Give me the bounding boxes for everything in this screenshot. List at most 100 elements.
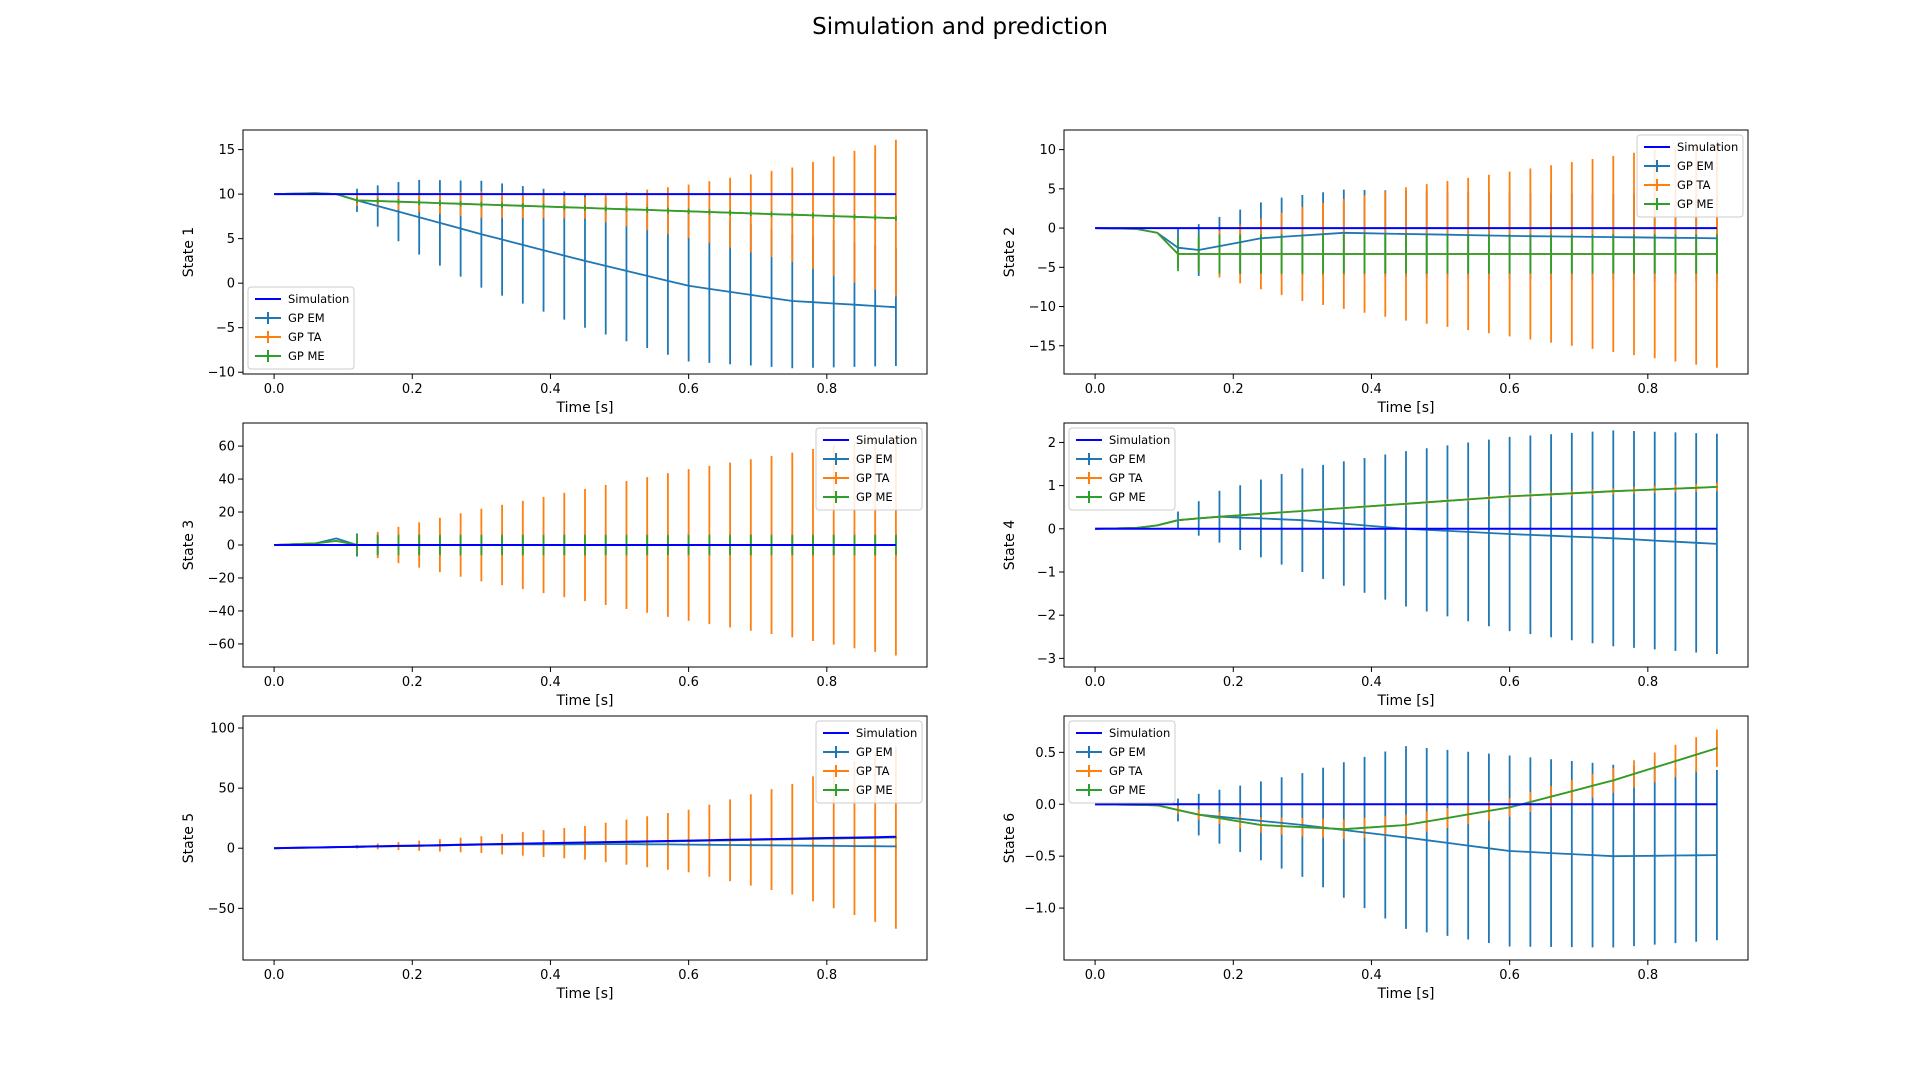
legend-label: GP ME <box>1677 197 1714 211</box>
legend-label: Simulation <box>1677 140 1738 154</box>
series-line-gp-em <box>274 192 896 309</box>
y-tick-label: 10 <box>1039 143 1056 158</box>
y-tick-label: 1 <box>1048 479 1056 494</box>
x-tick-label: 0.0 <box>1085 675 1106 690</box>
x-axis-label: Time [s] <box>556 400 614 416</box>
legend: Simulation GP EM GP TA GP ME <box>815 720 923 804</box>
legend: Simulation GP EM GP TA GP ME <box>247 286 355 370</box>
legend: Simulation GP EM GP TA GP ME <box>815 427 923 511</box>
legend-box <box>815 427 923 511</box>
x-tick-label: 0.2 <box>402 675 423 690</box>
x-tick-label: 0.4 <box>1361 675 1382 690</box>
legend-label: Simulation <box>856 726 917 740</box>
subplot-state-4: 0.0 0.2 0.4 0.6 0.8 −3 −2 −1 0 1 2 Time [s] State 4 S… <box>1002 422 1749 709</box>
y-tick-label: 5 <box>227 232 235 247</box>
legend-label: GP TA <box>288 330 322 344</box>
y-tick-label: 0 <box>227 277 235 292</box>
x-axis-label: Time [s] <box>1377 986 1435 1002</box>
y-axis-label: State 3 <box>181 520 197 570</box>
y-tick-label: 0 <box>1048 222 1056 237</box>
legend-label: Simulation <box>288 292 349 306</box>
y-tick-label: 2 <box>1048 436 1056 451</box>
x-tick-label: 0.6 <box>1499 382 1520 397</box>
plot-area <box>1095 140 1718 368</box>
y-tick-label: −20 <box>208 571 235 586</box>
series-line-gp-me <box>274 192 896 220</box>
x-tick-label: 0.4 <box>1361 968 1382 983</box>
y-tick-label: −5 <box>216 321 235 336</box>
subplot-state-3: 0.0 0.2 0.4 0.6 0.8 −60 −40 −20 0 20 40 60 Time [s] S… <box>181 422 928 709</box>
legend-label: GP EM <box>1109 452 1146 466</box>
y-tick-label: 10 <box>218 188 235 203</box>
y-tick-label: −2 <box>1037 609 1056 624</box>
y-tick-label: 0.0 <box>1035 798 1056 813</box>
legend-label: GP ME <box>288 349 325 363</box>
plot-area <box>274 139 897 369</box>
x-tick-label: 0.8 <box>816 968 837 983</box>
x-tick-label: 0.0 <box>264 675 285 690</box>
subplot-state-6: 0.0 0.2 0.4 0.6 0.8 −1.0 −0.5 0.0 0.5 Time [s] Sta… <box>1002 715 1749 1002</box>
legend-label: GP EM <box>288 311 325 325</box>
legend-label: GP ME <box>856 783 893 797</box>
subplot-state-1: 0.0 0.2 0.4 0.6 0.8 −10 −5 0 5 10 15 Time [s] State … <box>181 129 928 416</box>
y-tick-label: 0 <box>227 539 235 554</box>
series-line-gp-em <box>1095 227 1717 251</box>
y-tick-label: 40 <box>218 473 235 488</box>
y-tick-label: −1 <box>1037 565 1056 580</box>
x-tick-label: 0.2 <box>1223 675 1244 690</box>
x-tick-label: 0.2 <box>1223 968 1244 983</box>
plot-area <box>1095 729 1718 948</box>
y-tick-label: −40 <box>208 604 235 619</box>
y-axis-label: State 6 <box>1002 813 1018 864</box>
x-tick-label: 0.2 <box>402 968 423 983</box>
legend-box <box>1068 720 1176 804</box>
legend-label: GP EM <box>856 745 893 759</box>
legend-label: GP ME <box>1109 490 1146 504</box>
legend-label: GP EM <box>1677 159 1714 173</box>
y-axis-label: State 2 <box>1002 227 1018 277</box>
errorbars-gp-em <box>1177 430 1718 655</box>
x-axis-label: Time [s] <box>556 986 614 1002</box>
legend-label: GP TA <box>1109 764 1143 778</box>
legend-label: Simulation <box>1109 433 1170 447</box>
x-tick-label: 0.8 <box>1637 675 1658 690</box>
legend-label: GP TA <box>1109 471 1143 485</box>
legend-label: GP TA <box>1677 178 1711 192</box>
legend: Simulation GP EM GP TA GP ME <box>1068 720 1176 804</box>
y-tick-label: −1.0 <box>1024 902 1056 917</box>
x-tick-label: 0.6 <box>678 675 699 690</box>
legend-box <box>1636 134 1744 218</box>
y-tick-label: −15 <box>1029 339 1056 354</box>
x-axis-label: Time [s] <box>556 693 614 709</box>
x-tick-label: 0.0 <box>264 382 285 397</box>
x-tick-label: 0.4 <box>540 675 561 690</box>
y-tick-label: −60 <box>208 637 235 652</box>
axes-frame <box>1063 129 1749 375</box>
x-tick-label: 0.6 <box>1499 675 1520 690</box>
errorbars-gp-em <box>1177 746 1718 948</box>
plot-area <box>1095 430 1718 655</box>
y-tick-label: −0.5 <box>1024 850 1056 865</box>
legend-label: GP EM <box>1109 745 1146 759</box>
y-axis-label: State 4 <box>1002 520 1018 571</box>
x-tick-label: 0.0 <box>1085 968 1106 983</box>
legend-box <box>815 720 923 804</box>
legend-label: GP TA <box>856 471 890 485</box>
y-tick-label: 60 <box>218 440 235 455</box>
x-tick-label: 0.8 <box>1637 382 1658 397</box>
axes-frame <box>242 129 928 375</box>
legend-box <box>1068 427 1176 511</box>
y-tick-label: −5 <box>1037 261 1056 276</box>
legend-label: Simulation <box>856 433 917 447</box>
x-tick-label: 0.4 <box>1361 382 1382 397</box>
y-axis-label: State 1 <box>181 227 197 277</box>
legend: Simulation GP EM GP TA GP ME <box>1636 134 1744 218</box>
legend: Simulation GP EM GP TA GP ME <box>1068 427 1176 511</box>
subplot-state-2: 0.0 0.2 0.4 0.6 0.8 −15 −10 −5 0 5 10 Time [s] State… <box>1002 129 1749 416</box>
y-tick-label: 0 <box>227 842 235 857</box>
y-tick-label: 100 <box>210 722 235 737</box>
x-tick-label: 0.6 <box>1499 968 1520 983</box>
x-tick-label: 0.4 <box>540 968 561 983</box>
y-tick-label: −3 <box>1037 652 1056 667</box>
